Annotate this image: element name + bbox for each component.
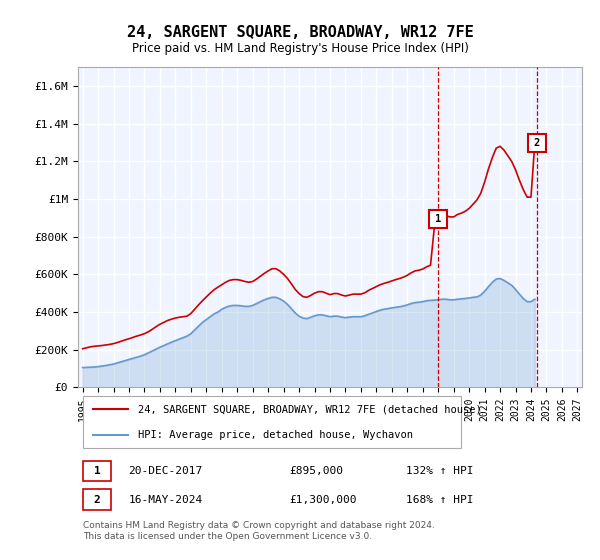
Text: HPI: Average price, detached house, Wychavon: HPI: Average price, detached house, Wych…: [139, 430, 413, 440]
Text: 24, SARGENT SQUARE, BROADWAY, WR12 7FE (detached house): 24, SARGENT SQUARE, BROADWAY, WR12 7FE (…: [139, 404, 482, 414]
FancyBboxPatch shape: [83, 460, 111, 482]
Text: Contains HM Land Registry data © Crown copyright and database right 2024.
This d: Contains HM Land Registry data © Crown c…: [83, 521, 435, 541]
Text: £1,300,000: £1,300,000: [290, 495, 357, 505]
Text: 20-DEC-2017: 20-DEC-2017: [128, 466, 203, 476]
Text: 1: 1: [94, 466, 100, 476]
Text: 16-MAY-2024: 16-MAY-2024: [128, 495, 203, 505]
FancyBboxPatch shape: [83, 396, 461, 448]
Text: 1: 1: [434, 214, 441, 224]
Text: 168% ↑ HPI: 168% ↑ HPI: [406, 495, 473, 505]
Text: Price paid vs. HM Land Registry's House Price Index (HPI): Price paid vs. HM Land Registry's House …: [131, 42, 469, 55]
FancyBboxPatch shape: [83, 489, 111, 510]
Text: 132% ↑ HPI: 132% ↑ HPI: [406, 466, 473, 476]
Text: 24, SARGENT SQUARE, BROADWAY, WR12 7FE: 24, SARGENT SQUARE, BROADWAY, WR12 7FE: [127, 25, 473, 40]
Text: £895,000: £895,000: [290, 466, 344, 476]
Text: 2: 2: [94, 495, 100, 505]
Text: 2: 2: [533, 138, 540, 147]
